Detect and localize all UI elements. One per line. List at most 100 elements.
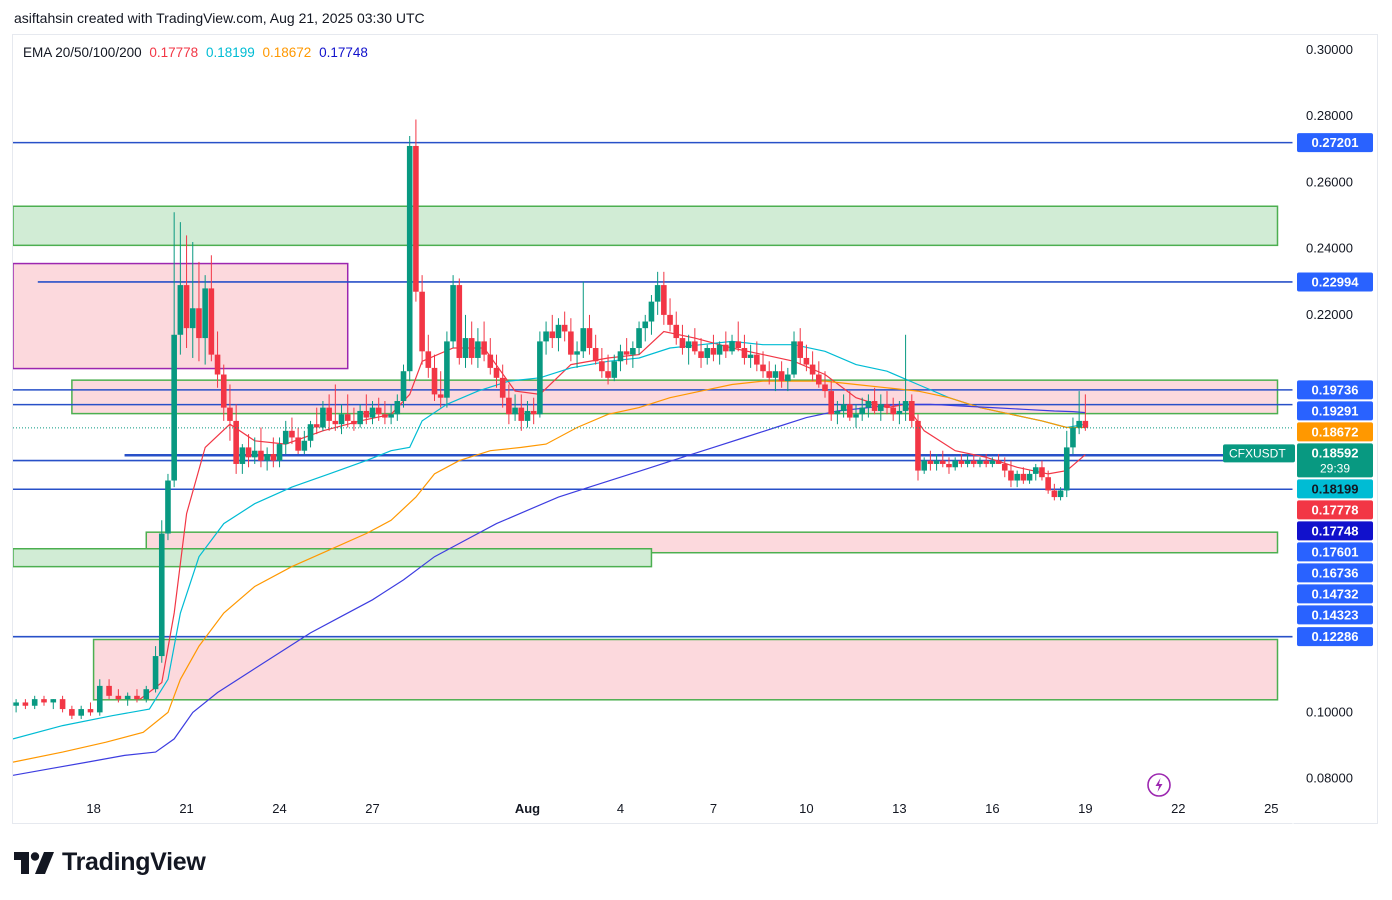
candle[interactable] (196, 261, 202, 362)
candle[interactable] (989, 457, 996, 468)
candle[interactable] (692, 328, 698, 355)
candle[interactable] (134, 689, 140, 703)
candle[interactable] (735, 321, 742, 352)
candle[interactable] (890, 397, 896, 421)
price-tag[interactable]: 0.16736 (1297, 563, 1373, 583)
candle[interactable] (245, 434, 252, 468)
candle[interactable] (425, 334, 432, 378)
candle[interactable] (1039, 460, 1045, 481)
candle[interactable] (326, 394, 332, 431)
candle[interactable] (754, 341, 760, 372)
candle[interactable] (382, 401, 388, 425)
candle[interactable] (964, 454, 971, 468)
candle[interactable] (493, 354, 500, 388)
candle[interactable] (351, 407, 357, 431)
candle[interactable] (549, 314, 556, 349)
candle[interactable] (1032, 463, 1039, 481)
candle[interactable] (171, 212, 177, 488)
candle[interactable] (679, 324, 686, 355)
candle[interactable] (475, 328, 481, 368)
candle[interactable] (1014, 470, 1020, 488)
candle[interactable] (468, 321, 475, 365)
candle[interactable] (301, 430, 308, 455)
candle[interactable] (152, 646, 159, 693)
candle[interactable] (413, 119, 419, 302)
candle[interactable] (580, 281, 587, 358)
candle[interactable] (506, 384, 512, 425)
candle[interactable] (1020, 467, 1027, 484)
candle[interactable] (599, 348, 605, 378)
candle[interactable] (933, 454, 940, 471)
candle[interactable] (642, 314, 649, 342)
candle[interactable] (487, 338, 494, 375)
candle[interactable] (723, 331, 729, 358)
candle[interactable] (462, 314, 469, 368)
candle[interactable] (785, 367, 791, 392)
candle[interactable] (667, 298, 673, 332)
candle[interactable] (96, 679, 103, 716)
candle[interactable] (555, 318, 562, 352)
candle[interactable] (772, 364, 779, 392)
candle[interactable] (952, 457, 958, 471)
price-tag[interactable]: 0.17748 (1297, 521, 1373, 541)
candle[interactable] (877, 394, 884, 421)
candle[interactable] (847, 391, 853, 421)
candle[interactable] (251, 437, 258, 464)
candle[interactable] (617, 344, 624, 372)
candle[interactable] (704, 344, 711, 365)
candle[interactable] (661, 271, 667, 325)
candle[interactable] (450, 275, 456, 349)
candle[interactable] (908, 394, 915, 428)
candle[interactable] (1008, 460, 1014, 488)
candle[interactable] (561, 311, 568, 342)
price-tag[interactable]: 0.12286 (1297, 627, 1373, 647)
candle[interactable] (313, 407, 320, 435)
candle[interactable] (537, 331, 543, 418)
candle[interactable] (22, 699, 29, 710)
candle[interactable] (208, 255, 215, 362)
candle[interactable] (524, 401, 531, 428)
candle[interactable] (698, 338, 704, 368)
candle[interactable] (685, 334, 692, 365)
price-tag[interactable]: 0.18199 (1297, 479, 1373, 499)
candle[interactable] (995, 454, 1002, 464)
candle[interactable] (543, 321, 549, 355)
zone-5[interactable] (92, 638, 1279, 701)
candle[interactable] (896, 401, 903, 425)
candle[interactable] (499, 364, 506, 408)
candle[interactable] (69, 705, 75, 720)
candle[interactable] (648, 295, 655, 335)
candle[interactable] (630, 341, 636, 368)
candle[interactable] (295, 427, 301, 455)
candle[interactable] (50, 699, 57, 710)
candle[interactable] (977, 457, 983, 468)
candle[interactable] (106, 679, 112, 700)
candle[interactable] (946, 457, 952, 474)
candle[interactable] (915, 414, 921, 481)
candle[interactable] (406, 136, 413, 382)
candle[interactable] (258, 427, 264, 468)
candle[interactable] (1051, 483, 1058, 501)
candle[interactable] (716, 341, 723, 365)
candle[interactable] (1070, 417, 1076, 455)
candle[interactable] (177, 222, 184, 355)
candle[interactable] (338, 404, 345, 435)
candle[interactable] (13, 699, 19, 713)
candle[interactable] (797, 328, 804, 365)
candle[interactable] (31, 695, 38, 710)
candle[interactable] (760, 351, 766, 378)
price-chart[interactable]: 0.30000 0.28000 0.26000 0.24000 0.22000 0.100… (13, 35, 1379, 825)
candle[interactable] (766, 361, 773, 385)
candle[interactable] (884, 391, 890, 415)
candle[interactable] (1057, 487, 1064, 501)
candle[interactable] (859, 397, 866, 421)
candle[interactable] (871, 387, 878, 415)
candle[interactable] (809, 351, 816, 382)
candle[interactable] (115, 689, 122, 703)
candle[interactable] (388, 404, 394, 425)
candle[interactable] (828, 381, 835, 421)
candle[interactable] (803, 344, 810, 372)
candle[interactable] (816, 361, 822, 388)
candle[interactable] (840, 394, 847, 418)
candle[interactable] (623, 338, 630, 365)
